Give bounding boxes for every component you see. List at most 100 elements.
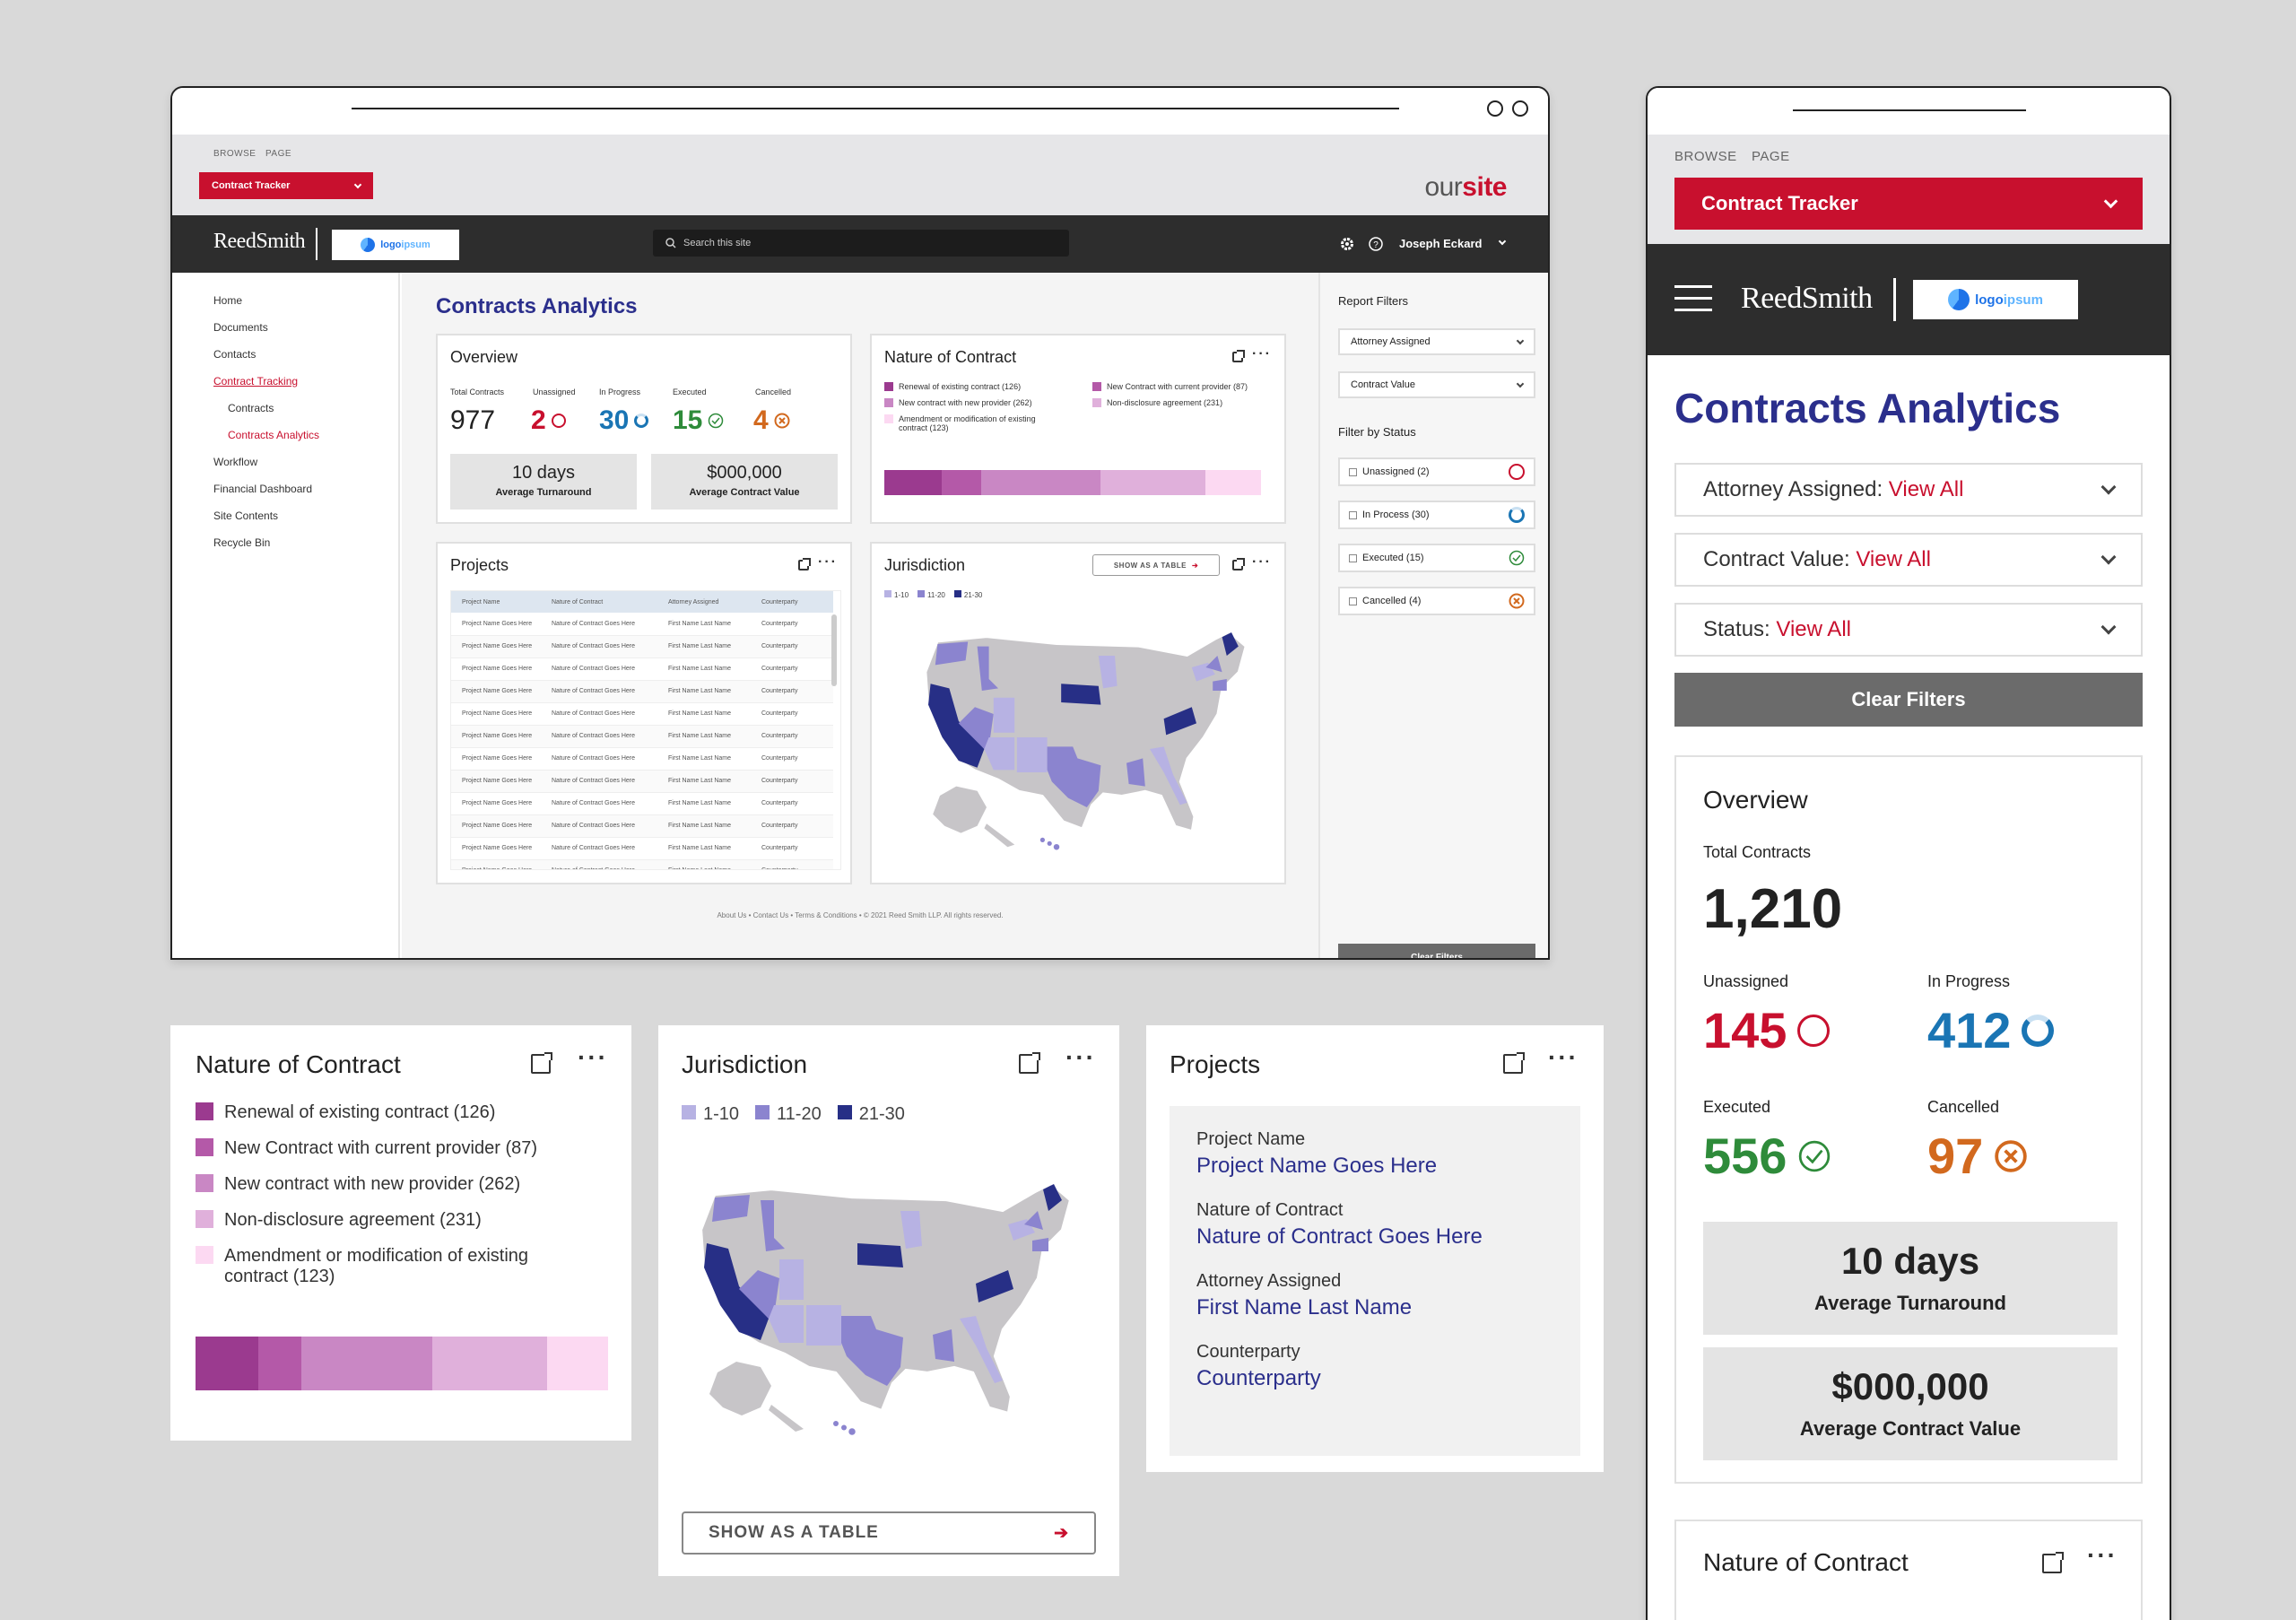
sidebar-item-contracts-analytics[interactable]: Contracts Analytics [228,429,320,441]
address-bar[interactable] [352,108,1399,109]
more-icon[interactable]: ··· [1065,1043,1096,1071]
bar-segment[interactable] [941,470,981,495]
bar-segment[interactable] [546,1337,608,1390]
expand-icon[interactable] [798,558,811,570]
sidebar-item-recycle-bin[interactable]: Recycle Bin [213,536,271,549]
more-icon[interactable]: ··· [578,1043,608,1071]
column-header[interactable]: Attorney Assigned [668,598,719,605]
expand-icon[interactable] [1232,558,1245,570]
column-header[interactable]: Project Name [462,598,500,605]
bar-segment[interactable] [980,470,1100,495]
more-icon[interactable]: ··· [1252,346,1272,361]
help-icon[interactable]: ? [1369,237,1383,251]
column-header[interactable]: Counterparty [761,598,798,605]
table-scrollbar[interactable] [831,614,837,686]
expand-icon[interactable] [1232,350,1245,362]
gear-icon[interactable] [1340,237,1354,251]
address-bar[interactable] [1793,109,2026,111]
expand-icon[interactable] [531,1052,552,1074]
chevron-down-icon [1516,379,1525,388]
browse-tab[interactable]: BROWSE [213,149,257,159]
detail-value[interactable]: First Name Last Name [1196,1295,1413,1320]
site-selector-button[interactable]: Contract Tracker [1674,178,2143,230]
us-map[interactable] [691,1162,1094,1449]
detail-value[interactable]: Project Name Goes Here [1196,1154,1438,1178]
sidebar-item-contract-tracking[interactable]: Contract Tracking [213,375,299,388]
sidebar-item-home[interactable]: Home [213,294,243,307]
search-box[interactable]: Search this site [653,230,1069,257]
us-map[interactable] [917,621,1266,854]
sidebar-item-workflow[interactable]: Workflow [213,456,258,468]
status-filter[interactable]: Status: View All [1674,603,2143,657]
detail-value[interactable]: Nature of Contract Goes Here [1196,1224,1483,1249]
expand-icon[interactable] [1503,1052,1525,1074]
legend-swatch [196,1102,213,1120]
sidebar-item-documents[interactable]: Documents [213,321,268,334]
nature-cell: Nature of Contract Goes Here [552,620,635,627]
status-cancelled-checkbox[interactable]: Cancelled (4) [1338,587,1535,615]
detail-value[interactable]: Counterparty [1196,1366,1321,1390]
expand-icon[interactable] [1019,1052,1040,1074]
clear-filters-button[interactable]: Clear Filters [1338,944,1535,958]
nature-card: Nature of Contract ··· Renewal of existi… [870,334,1286,524]
sidebar-item-contracts[interactable]: Contracts [228,402,274,414]
reedsmith-logo: ReedSmith [1741,282,1873,315]
avg-turnaround-box: 10 days Average Turnaround [1703,1222,2118,1335]
more-icon[interactable]: ··· [818,554,838,570]
bar-segment[interactable] [1205,470,1261,495]
contract-value-filter[interactable]: Contract Value [1338,371,1535,398]
chevron-down-icon[interactable] [1498,237,1507,246]
window-control-icon[interactable] [1487,100,1503,117]
status-inprocess-checkbox[interactable]: In Process (30) [1338,501,1535,529]
executed-number: 556 [1703,1128,1787,1184]
user-menu[interactable]: Joseph Eckard [1399,237,1483,250]
more-icon[interactable]: ··· [1548,1043,1578,1071]
site-selector-button[interactable]: Contract Tracker [199,172,373,199]
window-control-icon[interactable] [1512,100,1528,117]
attorney-filter[interactable]: Attorney Assigned [1338,328,1535,355]
bar-segment[interactable] [431,1337,547,1390]
nature-cell: Nature of Contract Goes Here [552,823,635,829]
project-name-cell: Project Name Goes Here [462,778,533,784]
clear-filters-button[interactable]: Clear Filters [1674,673,2143,727]
legend-swatch [837,1105,852,1119]
show-as-table-button[interactable]: SHOW AS A TABLE ➔ [682,1511,1096,1555]
attorney-filter[interactable]: Attorney Assigned: View All [1674,463,2143,517]
show-as-table-button[interactable]: SHOW AS A TABLE ➔ [1092,554,1220,576]
sidebar-item-contacts[interactable]: Contacts [213,348,257,361]
browse-tab[interactable]: BROWSE [1674,149,1737,164]
bar-segment[interactable] [884,470,942,495]
sidebar-item-site-contents[interactable]: Site Contents [213,510,279,522]
hamburger-menu-icon[interactable] [1674,285,1712,312]
contract-value-filter[interactable]: Contract Value: View All [1674,533,2143,587]
overview-card: Overview Total Contracts Unassigned In P… [436,334,852,524]
page-tab[interactable]: PAGE [1752,149,1790,164]
sidebar-item-financial-dashboard[interactable]: Financial Dashboard [213,483,313,495]
more-icon[interactable]: ··· [2087,1541,2118,1569]
status-executed-checkbox[interactable]: Executed (15) [1338,544,1535,572]
projects-table-wrap[interactable]: Project Name Nature of Contract Attorney… [450,590,841,870]
table-row[interactable]: Project Name Goes Here Nature of Contract… [451,814,833,837]
project-detail[interactable]: Project Name Project Name Goes Here Natur… [1170,1106,1580,1456]
more-icon[interactable]: ··· [1252,554,1272,570]
bar-segment[interactable] [301,1337,432,1390]
bar-segment[interactable] [257,1337,302,1390]
project-name-cell: Project Name Goes Here [462,823,533,829]
column-header[interactable]: Nature of Contract [552,598,604,605]
bar-segment[interactable] [1100,470,1205,495]
status-unassigned-checkbox[interactable]: Unassigned (2) [1338,457,1535,486]
bar-segment[interactable] [196,1337,258,1390]
expand-icon[interactable] [2042,1552,2064,1573]
page-tab[interactable]: PAGE [265,149,292,159]
